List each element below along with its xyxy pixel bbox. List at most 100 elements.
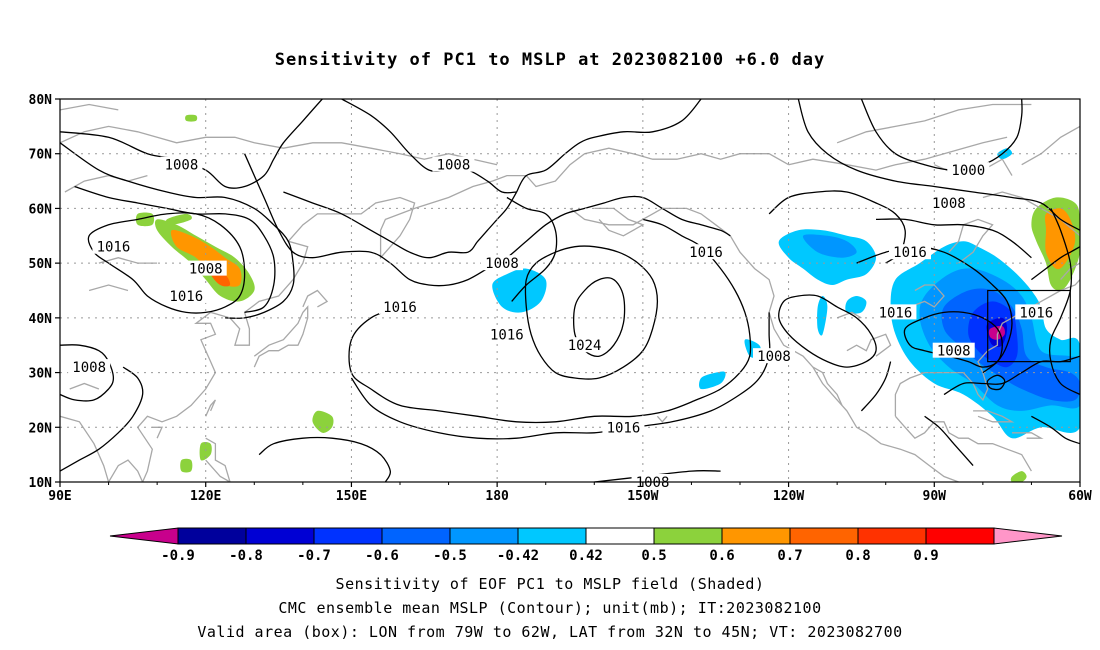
contour-label-bg [379,298,421,314]
colorbar-label: 0.9 [913,548,938,564]
colorbar-left-arrow [109,527,179,545]
lat-tick-label: 10N [29,476,53,491]
contour-label-bg [92,238,135,254]
contour-label: 1016 [893,245,927,261]
colorbar-label: -0.6 [365,548,399,564]
pos-blob-small-2 [166,213,192,225]
contour-1008-trough [283,191,518,259]
coastline-segment [1021,125,1080,166]
colorbar-label: -0.5 [433,548,467,564]
pos-blob-sea [199,441,212,461]
coastline-segment [1060,262,1080,281]
colorbar-label: 0.6 [709,548,734,564]
contour-1008-south [594,470,721,482]
colorbar-swatch [857,527,927,545]
contour-label-bg [165,287,208,303]
contour-label-bg [1015,304,1058,320]
lat-tick-label: 50N [29,257,53,272]
coastline-segment [152,426,164,439]
pos-blob-sea2 [180,458,193,473]
contour-label: 1016 [1019,305,1053,321]
contour-label: 1016 [383,300,417,316]
lat-tick-label: 20N [29,421,53,436]
coastline-segment [136,147,789,482]
lon-tick-label: 150W [627,489,658,504]
contour-1008-bering [516,99,702,193]
contour-label: 1008 [165,158,199,174]
contour-label: 1016 [879,305,913,321]
contour-label: 1008 [757,349,791,365]
colorbar-label: 0.5 [641,548,666,564]
contour-1008-bottom [60,366,144,472]
neg-blob-na-west2 [802,234,857,258]
coastline-segment [88,284,129,292]
contour-label-bg [889,244,931,260]
neg-blob-central-us [845,296,867,314]
colorbar-label: 0.8 [845,548,870,564]
colorbar-swatch [245,527,315,545]
colorbar-swatch [449,527,519,545]
colorbar-swatch [925,527,995,545]
contour-label-bg [947,162,990,178]
colorbar-swatch [177,527,247,545]
contour-label: 1024 [568,338,602,354]
contour-label-bg [874,304,917,320]
caption-line-1: Sensitivity of EOF PC1 to MSLP field (Sh… [335,575,765,593]
contour-label-bg [432,156,475,172]
colorbar-label: -0.42 [497,548,539,564]
colorbar-label: -0.7 [297,548,331,564]
colorbar-swatch [721,527,791,545]
lat-tick-label: 80N [29,93,53,108]
contour-label: 1016 [169,289,203,305]
coastline-segment [836,311,862,319]
caption-line-2: CMC ensemble mean MSLP (Contour); unit(m… [278,599,822,617]
coastline-segment [108,459,144,482]
contour-label-bg [184,260,227,276]
lon-tick-label: 120W [773,489,804,504]
pos-blob-small-1 [135,212,155,227]
contour-label: 1008 [636,475,670,491]
colorbar: -0.9 -0.8 -0.7 -0.6 -0.5 -0.42 0.42 0.5 0.6 0.7 0.… [109,527,1063,564]
contour-1016-atlantic [1031,246,1080,281]
contour-1016-loop [87,212,246,314]
neg-blob-rockies [817,296,828,336]
colorbar-swatch [313,527,383,545]
neg-blob-na-west [778,229,876,285]
lon-tick-label: 150E [336,489,367,504]
contour-label: 1008 [932,196,966,212]
grid-lines [60,99,1080,482]
contour-1008-low [903,311,1003,368]
contour-label: 1008 [72,360,106,376]
contour-1000-canada [860,99,1023,171]
colorbar-label: 0.42 [569,548,603,564]
contour-labels: 1008 1008 1000 1008 1016 1008 1016 1016 1008 1016… [68,156,1058,491]
lat-tick-label: 30N [29,367,53,382]
colorbar-swatch [789,527,859,545]
coastline-segment [302,289,329,308]
contour-label: 1016 [97,240,131,256]
contour-label: 1008 [485,256,519,272]
contour-label-bg [485,326,528,342]
caption-line-3: Valid area (box): LON from 79W to 62W, L… [197,623,903,641]
chart-title: Sensitivity of PC1 to MSLP at 2023082100… [274,50,826,70]
contour-label: 1000 [951,163,985,179]
contour-label-bg [927,194,970,210]
pos-blob-small-3 [185,114,198,122]
contour-1008-inner [74,185,276,314]
colorbar-swatch [517,527,587,545]
coastline-segment [948,218,994,264]
contour-label: 1016 [689,245,723,261]
colorbar-label: 0.7 [777,548,802,564]
contour-label-bg [932,342,975,358]
contour-label: 1016 [490,327,524,343]
mslp-contours [60,99,1080,482]
contour-label-bg [753,348,795,364]
contour-label: 1008 [189,262,223,278]
contour-label-bg [68,359,111,375]
coastline-segment [69,382,100,390]
coastline-segment [594,207,645,237]
coastline-segment [656,415,668,423]
coastline-segment [894,415,1032,472]
